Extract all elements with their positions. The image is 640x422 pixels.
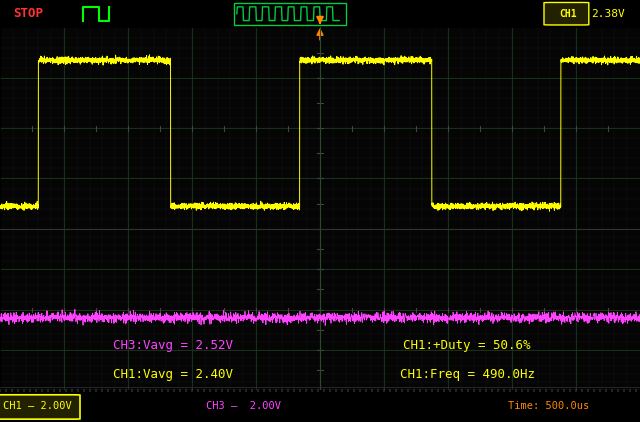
Text: Time: 500.0us: Time: 500.0us [508, 401, 589, 411]
Text: CH1:Vavg = 2.40V: CH1:Vavg = 2.40V [113, 368, 233, 381]
Text: CH3 —  2.00V: CH3 — 2.00V [205, 401, 281, 411]
Text: CH1:Freq = 490.0Hz: CH1:Freq = 490.0Hz [400, 368, 534, 381]
Text: CH3:Vavg = 2.52V: CH3:Vavg = 2.52V [113, 338, 233, 352]
Text: CH1 — 2.00V: CH1 — 2.00V [3, 401, 72, 411]
Text: CH1: CH1 [559, 9, 577, 19]
Bar [234, 3, 346, 24]
FancyBboxPatch shape [0, 395, 80, 419]
Text: CH1:+Duty = 50.6%: CH1:+Duty = 50.6% [403, 338, 531, 352]
FancyBboxPatch shape [544, 3, 589, 25]
Text: 2.38V: 2.38V [591, 9, 625, 19]
Text: STOP: STOP [13, 7, 43, 20]
